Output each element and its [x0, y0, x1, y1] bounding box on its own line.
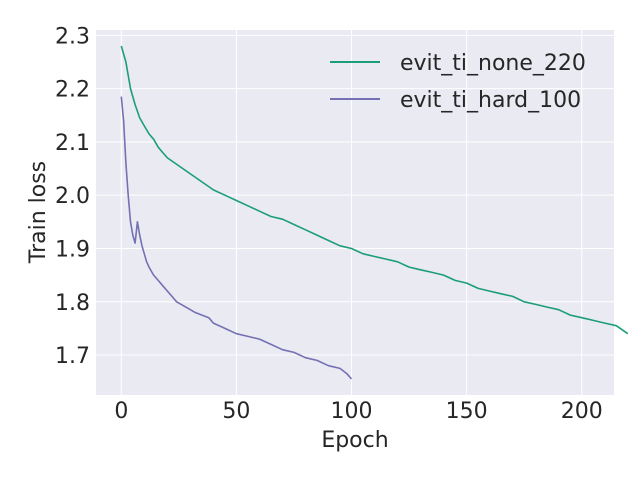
- legend-label-0: evit_ti_none_220: [400, 51, 586, 76]
- y-tick-label: 2.1: [55, 131, 90, 156]
- y-tick-label: 1.8: [55, 291, 90, 316]
- y-tick-label: 2.3: [55, 24, 90, 49]
- series-line-1: [120, 96, 353, 380]
- x-tick-label: 100: [331, 399, 373, 424]
- plot-background: [96, 30, 614, 395]
- legend-label-1: evit_ti_hard_100: [400, 88, 581, 113]
- y-tick-label: 2.2: [55, 78, 90, 103]
- y-tick-label: 1.9: [55, 237, 90, 262]
- x-axis-label: Epoch: [321, 428, 388, 453]
- x-tick-label: 50: [222, 399, 250, 424]
- y-tick-label: 1.7: [55, 344, 90, 369]
- series-lines: [120, 45, 629, 380]
- x-tick-label: 200: [561, 399, 603, 424]
- x-tick-labels: 0 50 100 150 200: [114, 399, 602, 424]
- x-tick-label: 0: [114, 399, 128, 424]
- legend: evit_ti_none_220 evit_ti_hard_100: [330, 51, 586, 113]
- grid-lines: [96, 30, 614, 395]
- series-line-0: [120, 45, 629, 335]
- y-tick-labels: 1.7 1.8 1.9 2.0 2.1 2.2 2.3: [55, 24, 90, 369]
- x-tick-label: 150: [446, 399, 488, 424]
- y-axis-label: Train loss: [26, 161, 51, 264]
- y-tick-label: 2.0: [55, 184, 90, 209]
